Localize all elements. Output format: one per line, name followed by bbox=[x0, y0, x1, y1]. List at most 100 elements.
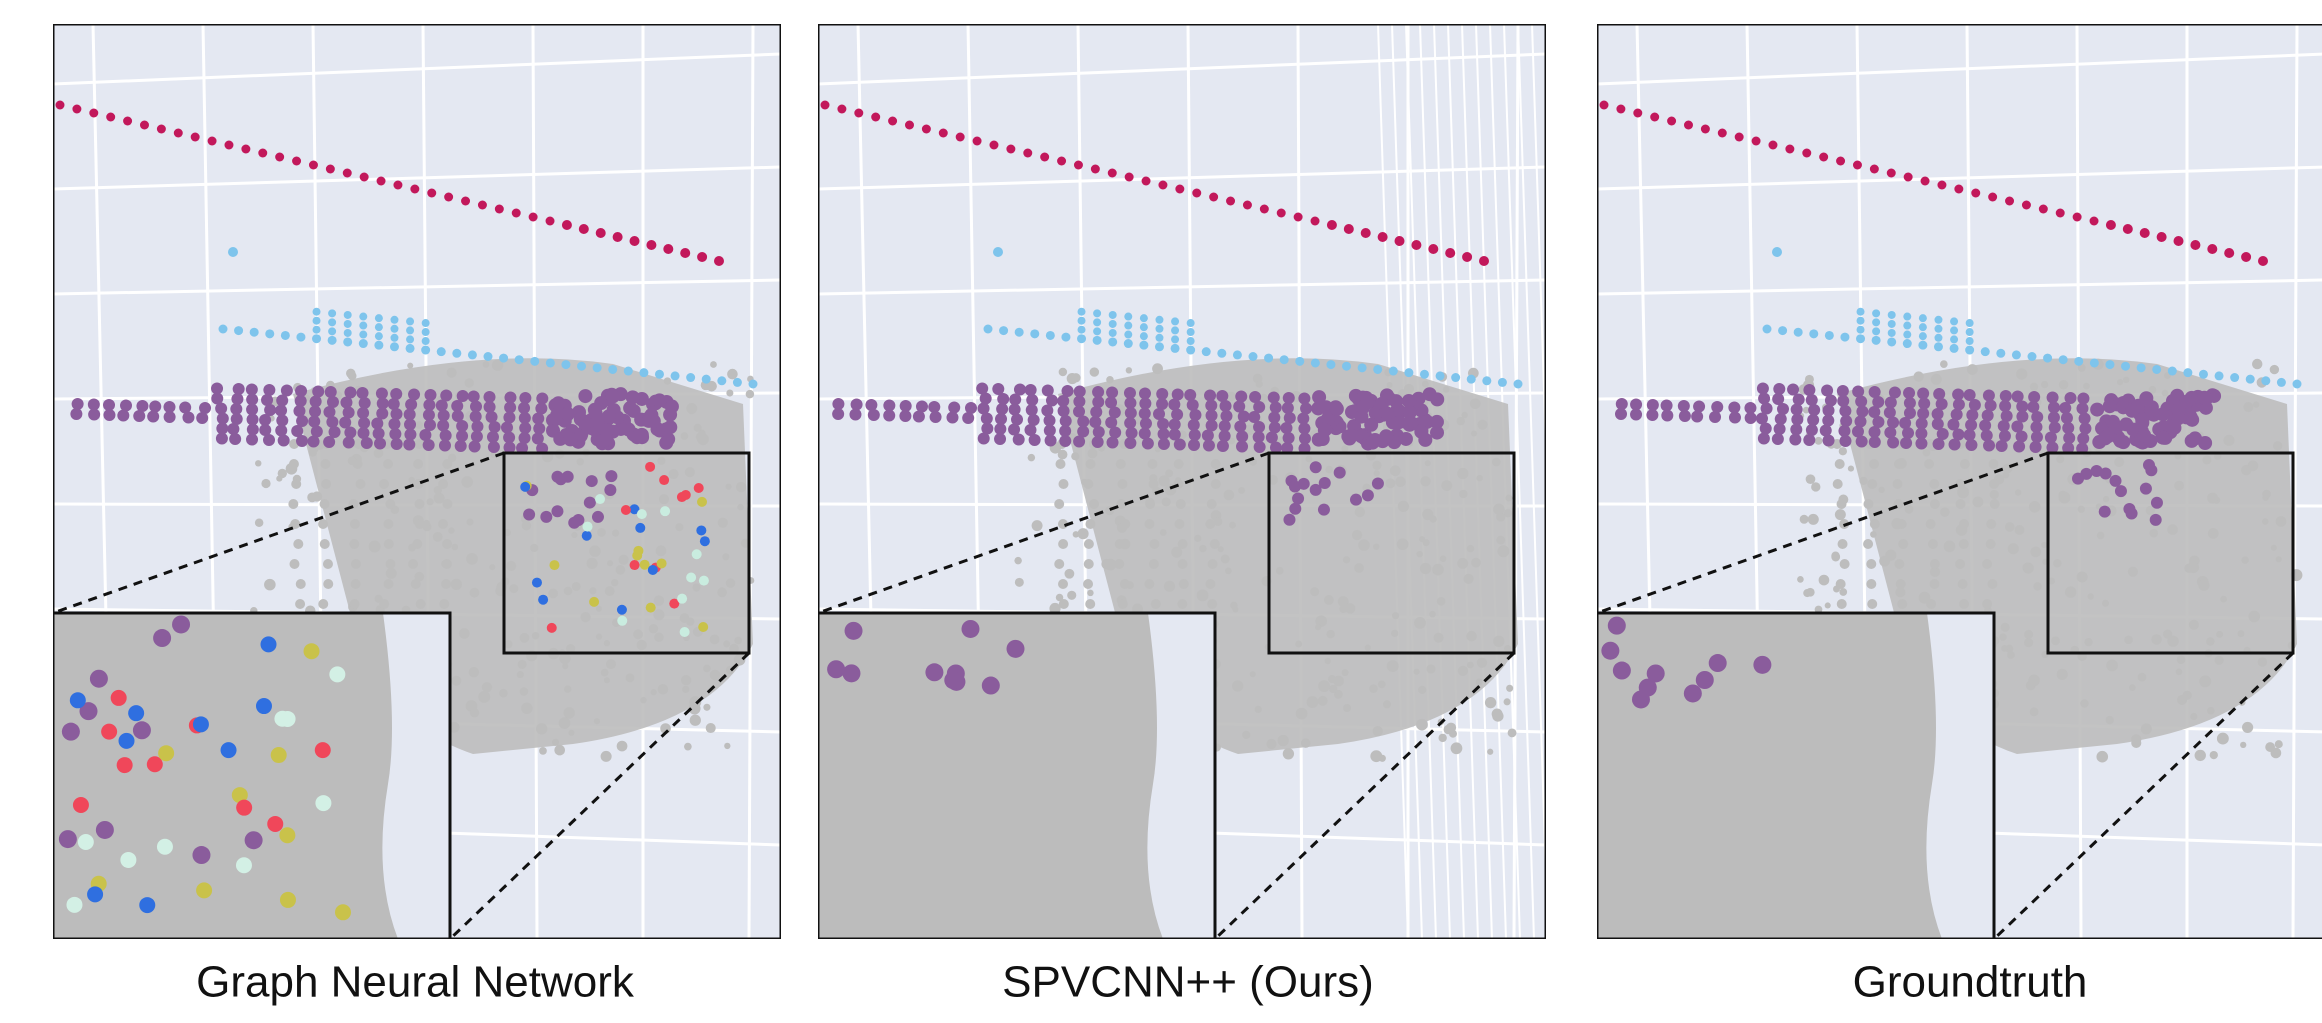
track-point bbox=[630, 236, 640, 246]
grey-point bbox=[1083, 479, 1093, 489]
grey-point bbox=[1493, 636, 1504, 647]
grey-point bbox=[1859, 477, 1867, 485]
track-point bbox=[551, 505, 563, 517]
track-point bbox=[427, 189, 436, 198]
track-point bbox=[1184, 389, 1196, 401]
track-point bbox=[1479, 256, 1489, 266]
grey-point bbox=[1457, 417, 1465, 425]
grey-point bbox=[564, 587, 573, 596]
inset-error bbox=[329, 666, 345, 682]
track-point bbox=[2261, 376, 2270, 385]
grey-point bbox=[1867, 599, 1877, 609]
grey-point bbox=[433, 532, 443, 542]
track-point bbox=[849, 409, 861, 421]
track-point bbox=[1280, 422, 1292, 434]
grey-point bbox=[2240, 742, 2246, 748]
track-point bbox=[733, 378, 742, 387]
grey-point bbox=[1914, 371, 1924, 381]
zoom-inset bbox=[1597, 613, 1994, 939]
grey-point bbox=[586, 558, 597, 569]
track-point bbox=[1498, 378, 1507, 387]
track-point bbox=[344, 320, 352, 328]
grey-point bbox=[1379, 755, 1386, 762]
inset-error bbox=[280, 892, 296, 908]
grey-point bbox=[2028, 675, 2040, 687]
grey-point bbox=[1064, 569, 1074, 579]
error-point bbox=[698, 622, 708, 632]
track-point bbox=[1903, 331, 1911, 339]
track-point bbox=[1870, 165, 1879, 174]
grey-point bbox=[320, 539, 330, 549]
error-point bbox=[699, 576, 709, 586]
track-point bbox=[216, 433, 228, 445]
grey-point bbox=[2174, 481, 2184, 491]
grey-point bbox=[1365, 645, 1371, 651]
track-point bbox=[1999, 400, 2011, 412]
track-point bbox=[323, 436, 335, 448]
error-point bbox=[547, 623, 557, 633]
track-point bbox=[2090, 358, 2099, 367]
grey-point bbox=[597, 528, 606, 537]
grey-point bbox=[1982, 559, 1992, 569]
track-point bbox=[1819, 153, 1828, 162]
track-point bbox=[2246, 375, 2255, 384]
grey-point bbox=[412, 539, 422, 549]
grey-point bbox=[296, 579, 306, 589]
track-point bbox=[956, 133, 965, 142]
grey-point bbox=[1893, 479, 1903, 489]
track-point bbox=[484, 401, 496, 413]
track-point bbox=[241, 145, 250, 154]
track-point bbox=[2059, 402, 2071, 414]
grey-point bbox=[521, 703, 532, 714]
track-point bbox=[422, 319, 430, 327]
track-point bbox=[1872, 327, 1880, 335]
track-point bbox=[224, 141, 233, 150]
grey-point bbox=[451, 676, 461, 686]
grey-point bbox=[568, 730, 574, 736]
grey-point bbox=[1989, 479, 1999, 489]
track-point bbox=[1887, 169, 1896, 178]
grey-point bbox=[696, 432, 705, 441]
grey-point bbox=[1178, 559, 1188, 569]
grey-point bbox=[1058, 539, 1068, 549]
grey-point bbox=[1839, 447, 1847, 455]
grey-point bbox=[1437, 597, 1446, 606]
grey-point bbox=[734, 637, 742, 645]
track-point bbox=[1203, 440, 1215, 452]
grey-point bbox=[2005, 522, 2015, 532]
grey-point bbox=[1866, 579, 1876, 589]
grey-point bbox=[1493, 504, 1504, 515]
track-point bbox=[1933, 438, 1945, 450]
grey-point bbox=[318, 599, 328, 609]
track-point bbox=[1109, 320, 1117, 328]
panel bbox=[1597, 24, 2322, 958]
grey-point bbox=[656, 545, 667, 556]
grey-point bbox=[1940, 507, 1950, 517]
track-point bbox=[561, 360, 570, 369]
track-point bbox=[888, 117, 897, 126]
track-point bbox=[1772, 247, 1782, 257]
error-point bbox=[582, 531, 592, 541]
grey-point bbox=[1470, 398, 1481, 409]
grey-point bbox=[1301, 738, 1311, 748]
grey-point bbox=[706, 723, 716, 733]
track-point bbox=[1344, 224, 1354, 234]
grey-point bbox=[1341, 445, 1348, 452]
grey-point bbox=[2103, 496, 2109, 502]
grey-point bbox=[1318, 696, 1328, 706]
grey-point bbox=[413, 479, 423, 489]
track-point bbox=[1124, 437, 1136, 449]
track-point bbox=[1236, 441, 1248, 453]
track-point bbox=[1777, 403, 1789, 415]
inset-purple bbox=[1007, 640, 1025, 658]
grey-point bbox=[539, 747, 547, 755]
grey-point bbox=[2030, 547, 2041, 558]
track-point bbox=[2016, 431, 2028, 443]
grey-point bbox=[690, 715, 701, 726]
track-point bbox=[2028, 352, 2037, 361]
grey-point bbox=[1924, 459, 1934, 469]
track-point bbox=[495, 205, 504, 214]
track-point bbox=[604, 484, 616, 496]
grey-point bbox=[1242, 731, 1250, 739]
grey-point bbox=[1373, 543, 1379, 549]
